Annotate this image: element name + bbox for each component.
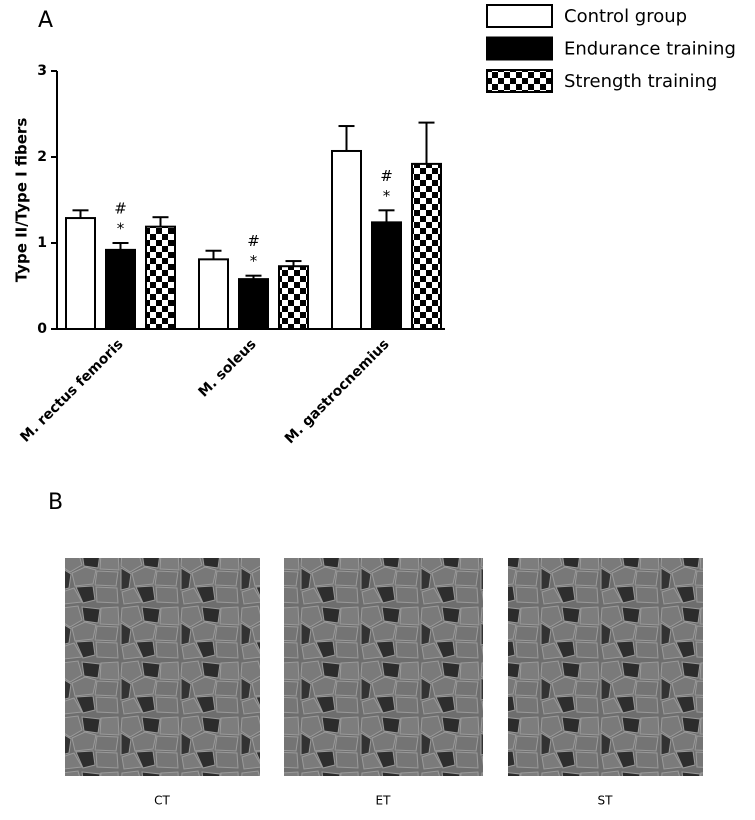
- bar: [331, 149, 362, 330]
- panel-label: A: [38, 8, 53, 33]
- y-axis-title: Type II/Type I fibers: [13, 118, 31, 283]
- x-tick-label: M. gastrocnemius: [282, 336, 393, 447]
- x-tick-label: M. soleus: [196, 336, 260, 400]
- micrograph: [508, 558, 703, 776]
- x-tick-label: M. rectus femoris: [17, 336, 126, 445]
- y-tick-label: 0: [37, 321, 47, 337]
- micrograph: [284, 558, 483, 776]
- bar: [411, 162, 442, 330]
- image-caption: ST: [598, 794, 614, 808]
- legend-swatch: [486, 69, 553, 93]
- bar: [238, 278, 269, 330]
- significance-mark: #: [247, 232, 260, 250]
- bar: [278, 265, 309, 330]
- bar: [371, 221, 402, 330]
- legend-label: Strength training: [564, 71, 717, 92]
- bar: [198, 258, 229, 330]
- y-tick-label: 1: [37, 235, 47, 251]
- bar: [105, 248, 136, 331]
- image-caption: ET: [376, 794, 392, 808]
- legend-label: Control group: [564, 6, 687, 27]
- micrographs: [65, 558, 703, 776]
- legend-swatch: [486, 4, 553, 28]
- panel-label: B: [48, 490, 63, 515]
- bar: [145, 225, 176, 330]
- significance-mark: *: [117, 220, 125, 238]
- micrograph: [65, 558, 260, 776]
- significance-mark: *: [250, 252, 258, 270]
- y-tick-label: 3: [37, 63, 47, 79]
- bar: [65, 217, 96, 330]
- y-tick-label: 2: [37, 149, 47, 165]
- legend-swatch: [486, 36, 553, 61]
- legend-label: Endurance training: [564, 39, 736, 60]
- image-caption: CT: [154, 794, 170, 808]
- significance-mark: *: [383, 187, 391, 205]
- significance-mark: #: [380, 167, 393, 185]
- significance-mark: #: [114, 200, 127, 218]
